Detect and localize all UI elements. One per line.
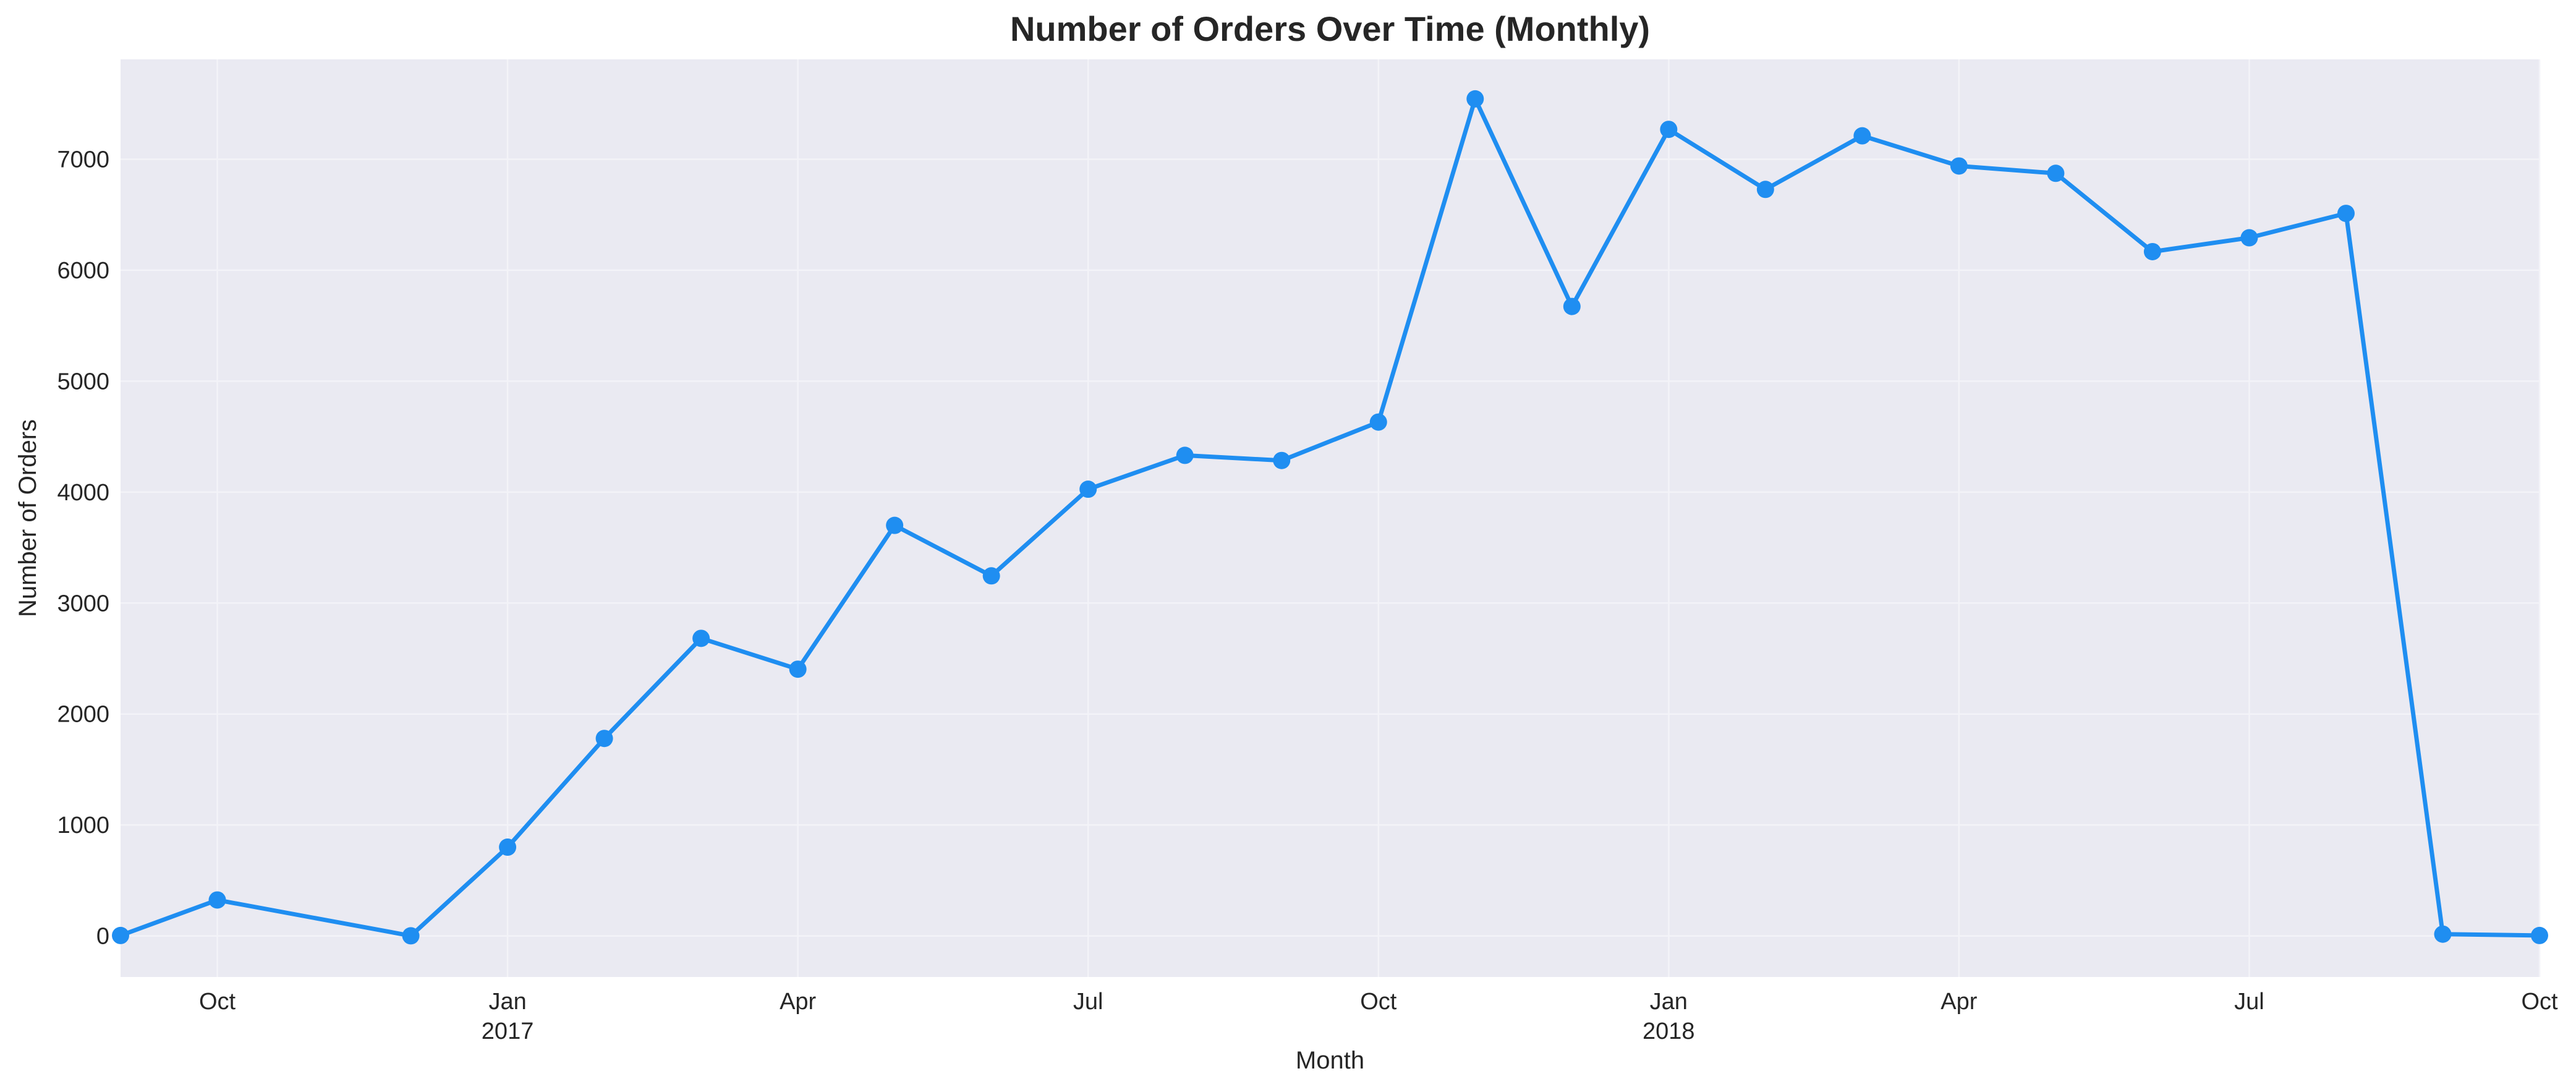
y-tick-label: 3000 [57, 591, 109, 616]
data-point [1756, 181, 1774, 198]
data-point [692, 629, 710, 647]
data-point [2337, 205, 2355, 223]
data-point [208, 891, 226, 909]
x-tick-label: Oct [1360, 989, 1397, 1015]
data-point [2047, 164, 2065, 182]
x-axis-label: Month [1296, 1047, 1364, 1074]
y-tick-label: 4000 [57, 480, 109, 506]
data-point [112, 926, 129, 944]
x-tick-label: Oct [2521, 989, 2558, 1015]
x-tick-year-label: 2018 [1643, 1018, 1695, 1044]
data-point [499, 838, 517, 856]
y-tick-label: 5000 [57, 369, 109, 395]
data-point [982, 567, 1000, 585]
data-point [1466, 90, 1484, 108]
x-tick-label: Apr [780, 989, 816, 1015]
data-point [2143, 242, 2161, 260]
data-point [1273, 451, 1291, 469]
grid-lines [121, 59, 2541, 977]
data-point [1176, 446, 1194, 464]
x-axis-ticks: Oct Jan 2017 Apr Jul Oct Jan 2018 Apr Jul Oct [199, 989, 2558, 1044]
data-point [2531, 926, 2548, 944]
data-point [1950, 157, 1968, 175]
data-point [1660, 121, 1678, 139]
data-point [1369, 413, 1387, 431]
data-point [886, 516, 904, 534]
x-tick-year-label: 2017 [482, 1018, 534, 1044]
data-point [595, 730, 613, 748]
data-point [1563, 297, 1581, 315]
y-tick-label: 1000 [57, 813, 109, 838]
data-point [2434, 925, 2452, 943]
series-points-layer [112, 90, 2548, 945]
x-tick-label: Oct [199, 989, 236, 1015]
y-tick-label: 7000 [57, 147, 109, 173]
y-axis-label: Number of Orders [14, 419, 41, 617]
y-axis-ticks: 0 1000 2000 3000 4000 5000 6000 7000 [57, 147, 109, 949]
data-point [789, 660, 807, 678]
y-tick-label: 6000 [57, 258, 109, 284]
plot-area [121, 59, 2540, 977]
y-tick-label: 0 [96, 924, 109, 950]
data-point [1853, 127, 1871, 145]
x-tick-label: Jan [1650, 989, 1688, 1015]
data-point [2240, 229, 2258, 247]
x-tick-label: Jan [488, 989, 526, 1015]
x-tick-label: Apr [1941, 989, 1977, 1015]
x-tick-label: Jul [1073, 989, 1103, 1015]
data-point [402, 927, 420, 945]
x-tick-label: Jul [2234, 989, 2264, 1015]
chart-title: Number of Orders Over Time (Monthly) [1010, 9, 1650, 48]
data-point [1079, 480, 1097, 498]
y-tick-label: 2000 [57, 702, 109, 728]
